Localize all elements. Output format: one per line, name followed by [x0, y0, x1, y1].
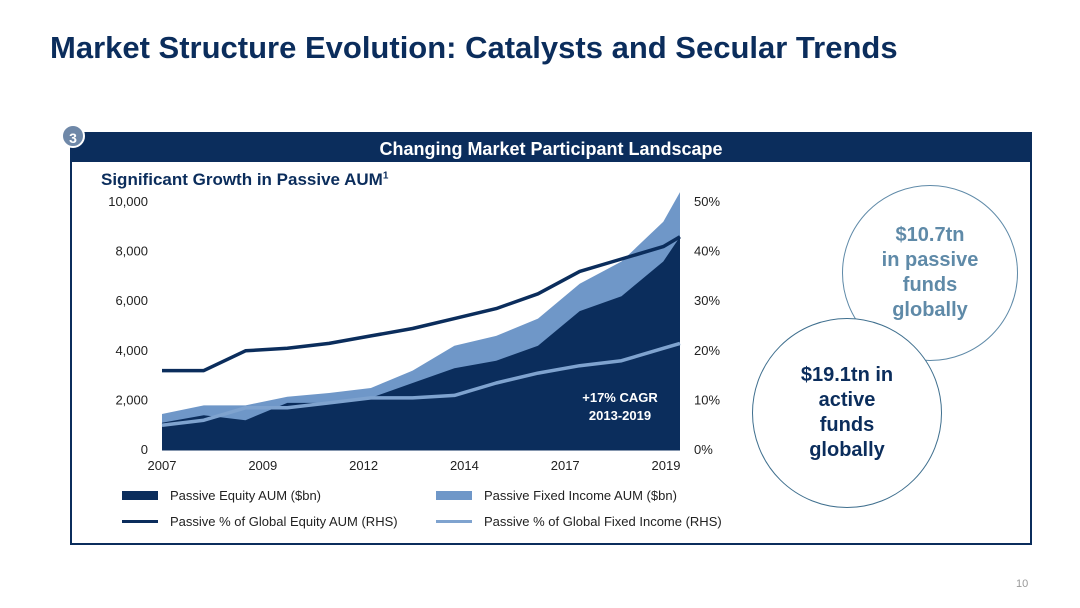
section-header: Changing Market Participant Landscape	[72, 134, 1030, 162]
active-callout-line: globally	[809, 439, 885, 461]
legend-swatch-fi-pct	[436, 520, 472, 523]
active-callout-line: funds	[819, 414, 875, 436]
y-right-tick-label: 50%	[694, 194, 720, 209]
legend-swatch-equity-pct	[122, 520, 158, 523]
x-tick-label: 2014	[450, 458, 479, 473]
y-left-tick-label: 6,000	[115, 293, 148, 308]
chart-title: Significant Growth in Passive AUM1	[101, 170, 388, 190]
page-number: 10	[1016, 578, 1029, 590]
page-title: Market Structure Evolution: Catalysts an…	[50, 30, 898, 65]
x-tick-label: 2007	[148, 458, 177, 473]
cagr-annotation-line2: 2013-2019	[589, 408, 651, 423]
x-tick-label: 2009	[248, 458, 277, 473]
fixed-income-pct-line	[161, 341, 681, 427]
active-funds-callout: $19.1tn in active funds globally	[752, 318, 942, 508]
legend-item-equity-aum: Passive Equity AUM ($bn)	[122, 488, 321, 503]
passive-callout-line: funds	[902, 274, 958, 296]
passive-callout-line: in passive	[881, 249, 979, 271]
footnote-marker: 1	[382, 170, 389, 182]
x-tick-label: 2017	[551, 458, 580, 473]
chart-legend: Passive Equity AUM ($bn) Passive Fixed I…	[118, 488, 818, 534]
y-right-tick-label: 20%	[694, 343, 720, 358]
y-right-tick-label: 10%	[694, 392, 720, 407]
y-left-tick-label: 8,000	[115, 244, 148, 259]
legend-label-equity-pct: Passive % of Global Equity AUM (RHS)	[170, 514, 398, 529]
section-number-badge: 3	[61, 124, 85, 148]
legend-label-fixed-income-aum: Passive Fixed Income AUM ($bn)	[484, 488, 677, 503]
legend-label-fi-pct: Passive % of Global Fixed Income (RHS)	[484, 514, 722, 529]
equity-aum-area	[162, 236, 680, 450]
legend-item-equity-pct: Passive % of Global Equity AUM (RHS)	[122, 514, 398, 529]
passive-callout-line: $10.7tn	[895, 224, 965, 246]
y-right-tick-label: 30%	[694, 293, 720, 308]
y-left-tick-label: 4,000	[115, 343, 148, 358]
passive-aum-chart: 0 2,000 4,000 6,000 8,000 10,000 0% 10% 20% 30% 40…	[108, 192, 720, 473]
legend-label-equity-aum: Passive Equity AUM ($bn)	[170, 488, 322, 503]
equity-pct-line	[162, 235, 681, 373]
y-right-tick-label: 40%	[694, 244, 720, 259]
legend-swatch-equity-aum	[122, 491, 158, 500]
passive-callout-line: globally	[892, 299, 968, 321]
y-left-tick-label: 0	[141, 442, 148, 457]
y-left-tick-label: 10,000	[108, 194, 148, 209]
legend-swatch-fixed-income-aum	[436, 491, 472, 500]
legend-item-fi-pct: Passive % of Global Fixed Income (RHS)	[436, 514, 722, 529]
legend-item-fixed-income-aum: Passive Fixed Income AUM ($bn)	[436, 488, 677, 503]
chart-title-text: Significant Growth in Passive AUM	[101, 170, 383, 189]
y-right-tick-label: 0%	[694, 442, 713, 457]
y-left-tick-label: 2,000	[115, 392, 148, 407]
cagr-annotation-line1: +17% CAGR	[582, 390, 658, 405]
x-tick-label: 2012	[349, 458, 378, 473]
active-callout-line: active	[818, 389, 876, 411]
x-tick-label: 2019	[652, 458, 681, 473]
active-callout-line: $19.1tn in	[800, 364, 894, 386]
